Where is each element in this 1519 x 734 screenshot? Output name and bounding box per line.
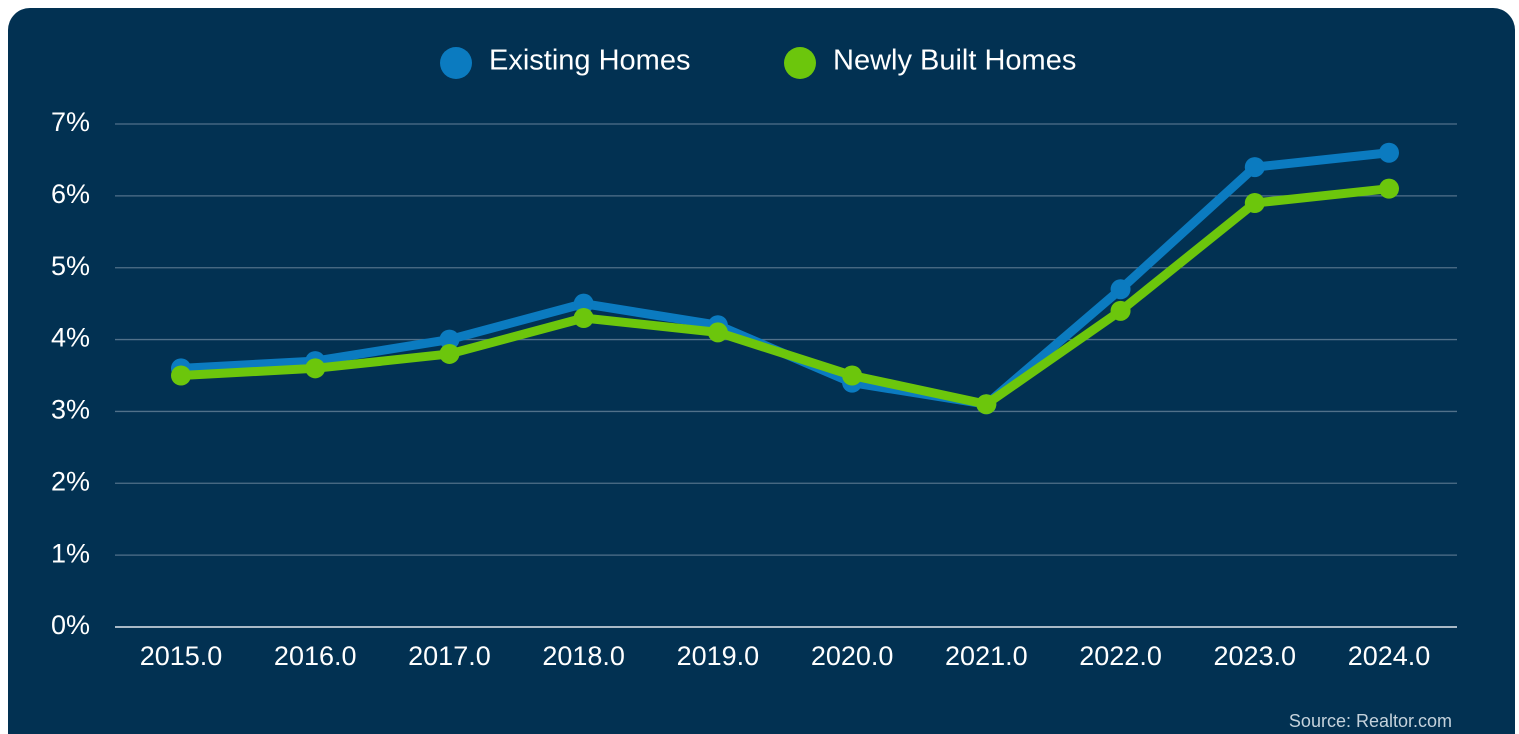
data-point [1244, 193, 1265, 214]
x-tick-label: 2018.0 [542, 641, 625, 671]
data-point [171, 365, 191, 386]
y-tick-label: 0% [51, 610, 90, 640]
legend-label: Newly Built Homes [833, 45, 1076, 77]
x-tick-label: 2019.0 [677, 641, 760, 671]
x-tick-label: 2016.0 [274, 641, 357, 671]
data-point [1110, 279, 1131, 300]
y-tick-label: 2% [51, 466, 90, 496]
x-tick-label: 2017.0 [408, 641, 491, 671]
x-tick-label: 2022.0 [1079, 641, 1162, 671]
legend-label: Existing Homes [489, 45, 690, 77]
data-point [1110, 300, 1131, 321]
data-point [439, 343, 460, 364]
source-note: Source: Realtor.com [1289, 711, 1452, 731]
data-point [573, 308, 594, 329]
x-tick-label: 2024.0 [1348, 641, 1431, 671]
data-point [1244, 157, 1265, 178]
data-point [707, 322, 728, 343]
data-point [976, 394, 997, 415]
data-point [573, 293, 594, 314]
data-point [1379, 142, 1399, 163]
legend-marker [440, 47, 472, 79]
x-tick-label: 2020.0 [811, 641, 894, 671]
data-point [439, 329, 460, 350]
y-tick-label: 6% [51, 179, 90, 209]
y-tick-label: 5% [51, 251, 90, 281]
y-tick-label: 3% [51, 395, 90, 425]
x-tick-label: 2023.0 [1213, 641, 1296, 671]
series-line [180, 184, 1390, 409]
x-tick-label: 2015.0 [140, 641, 223, 671]
x-tick-label: 2021.0 [945, 641, 1028, 671]
y-tick-label: 1% [51, 538, 90, 568]
data-point [1379, 178, 1399, 199]
data-point [842, 365, 863, 386]
panel [8, 8, 1515, 734]
y-tick-label: 7% [51, 107, 90, 137]
legend-marker [784, 47, 816, 79]
data-point [305, 358, 326, 379]
y-tick-label: 4% [51, 323, 90, 353]
